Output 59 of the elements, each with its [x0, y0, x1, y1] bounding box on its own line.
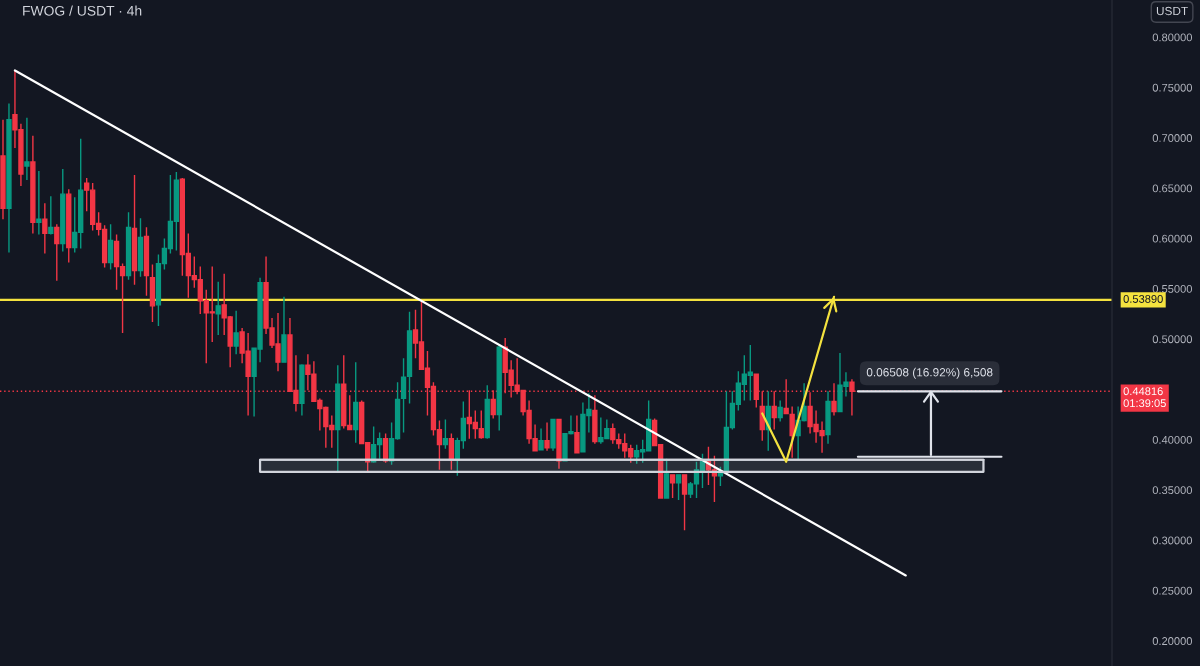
- candlestick: [299, 363, 305, 417]
- candlestick: [48, 195, 54, 236]
- candlestick: [335, 364, 341, 473]
- candlestick: [574, 414, 580, 454]
- candlestick: [24, 117, 30, 181]
- candlestick: [60, 168, 66, 253]
- candlestick: [663, 458, 670, 499]
- candlestick: [550, 418, 556, 452]
- candlestick: [448, 432, 455, 471]
- ref-line-label: 0.53890: [1123, 295, 1163, 303]
- candlestick: [353, 361, 359, 444]
- candlestick: [30, 135, 36, 235]
- candlestick: [496, 343, 502, 432]
- candlestick: [54, 223, 60, 282]
- candlestick: [215, 280, 221, 336]
- y-tick-label: 0.75000: [1152, 83, 1193, 92]
- candlestick: [669, 474, 676, 499]
- candlestick: [281, 296, 287, 363]
- candlestick: [442, 418, 449, 450]
- candlestick: [42, 202, 48, 255]
- y-tick-label: 0.55000: [1152, 285, 1193, 293]
- candlestick: [143, 226, 150, 297]
- y-tick-label: 0.65000: [1152, 184, 1193, 193]
- candlestick: [831, 382, 837, 417]
- y-tick-label: 0.20000: [1152, 637, 1193, 645]
- candlestick: [6, 102, 12, 254]
- series-label: 0.06508 (16.92%) 6,508: [866, 367, 993, 379]
- candlestick: [789, 405, 795, 459]
- y-tick-label: 0.60000: [1152, 234, 1193, 243]
- candlestick: [681, 474, 688, 531]
- candlestick: [0, 119, 6, 221]
- candlestick: [36, 170, 42, 236]
- y-tick-label: 0.30000: [1152, 536, 1193, 545]
- candlestick: [125, 211, 132, 281]
- candlestick: [675, 474, 682, 501]
- candlestick: [137, 217, 144, 278]
- candlestick: [400, 357, 407, 434]
- y-tick-label: 0.25000: [1152, 586, 1193, 595]
- candlestick: [131, 174, 138, 286]
- y-tick-label: 0.40000: [1152, 435, 1193, 444]
- y-axis-title: USDT: [1156, 6, 1188, 16]
- candlestick: [777, 399, 783, 423]
- y-tick-label: 0.50000: [1152, 335, 1193, 344]
- candlestick: [107, 223, 114, 271]
- chart-title: FWOG / USDT · 4h: [23, 5, 142, 16]
- candlestick: [484, 384, 490, 440]
- y-tick-label: 0.35000: [1152, 486, 1193, 495]
- candlestick: [544, 421, 550, 452]
- ref-line-label: 0.44816 01:39:05: [1123, 387, 1166, 408]
- candlestick: [406, 311, 413, 405]
- candlestick: [538, 427, 544, 451]
- candlestick: [825, 390, 831, 445]
- candlestick: [149, 263, 156, 323]
- candlestick: [233, 310, 239, 355]
- y-tick-label: 0.70000: [1152, 134, 1193, 142]
- candlestick: [592, 394, 598, 445]
- candlestick: [556, 418, 562, 470]
- y-tick-label: 0.80000: [1152, 33, 1193, 42]
- candlestick: [66, 188, 72, 264]
